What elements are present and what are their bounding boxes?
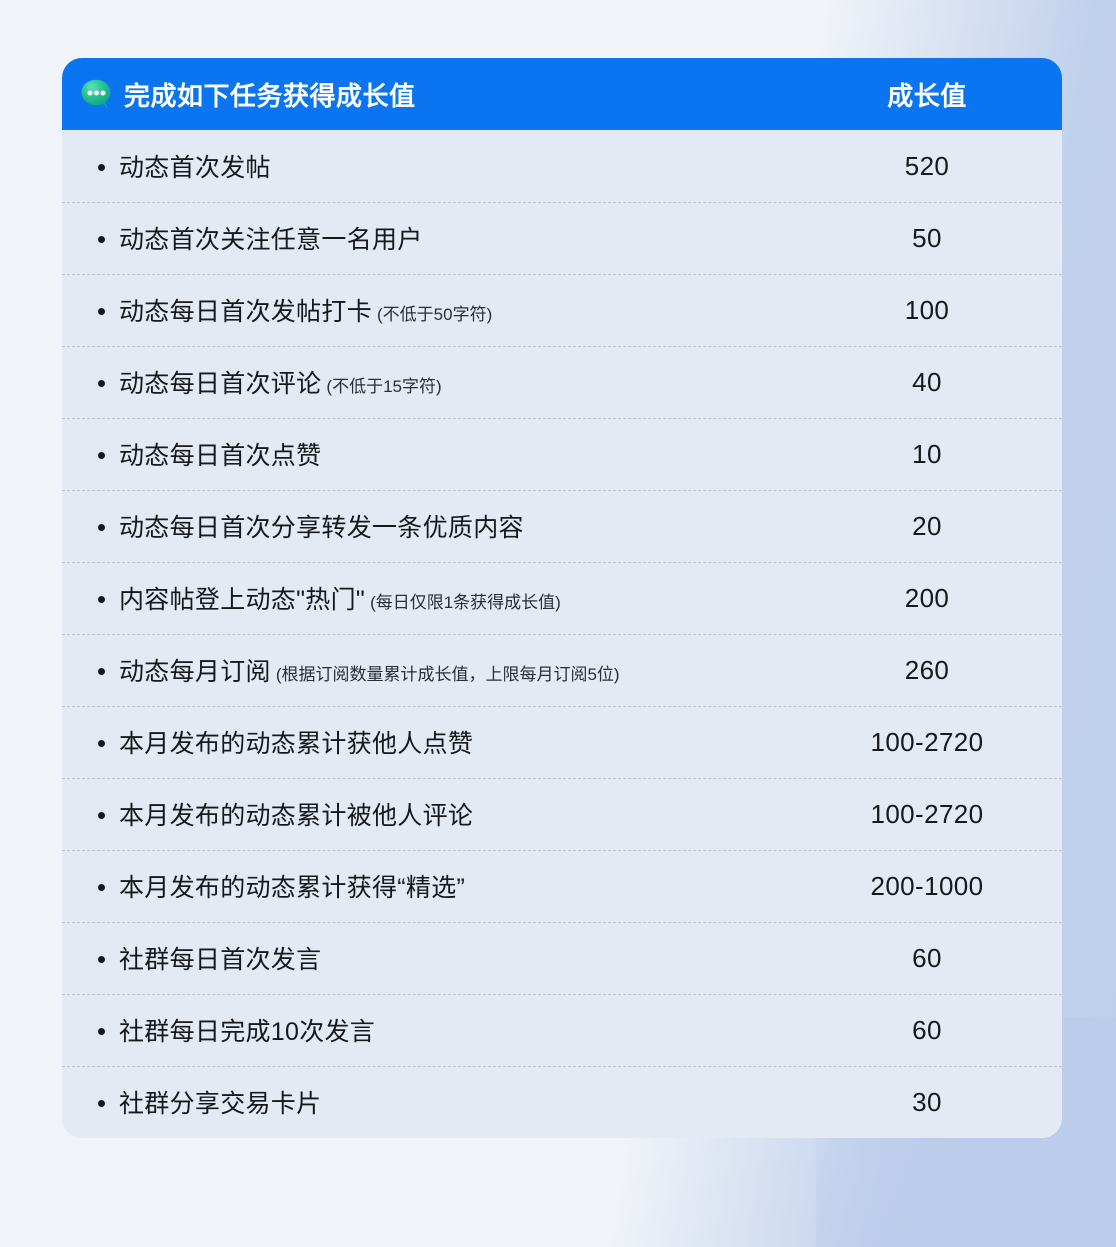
table-row: 动态首次发帖 520 (62, 130, 1062, 202)
bullet-icon (98, 740, 105, 747)
bullet-icon (98, 884, 105, 891)
task-label-cell: 动态首次关注任意一名用户 (62, 220, 792, 256)
table-row: 动态每月订阅 (根据订阅数量累计成长值，上限每月订阅5位) 260 (62, 634, 1062, 706)
table-header-title-group: 完成如下任务获得成长值 (80, 76, 792, 113)
growth-value-cell: 40 (912, 366, 942, 397)
bullet-icon (98, 668, 105, 675)
task-label-cell: 本月发布的动态累计被他人评论 (62, 796, 792, 832)
task-label-text: 本月发布的动态累计获他人点赞 (119, 730, 474, 758)
growth-value-cell: 260 (904, 654, 950, 685)
task-label-note: (不低于15字符) (326, 377, 442, 396)
table-row: 动态每日首次发帖打卡 (不低于50字符) 100 (62, 274, 1062, 346)
growth-value-cell: 520 (904, 150, 950, 181)
bullet-icon (98, 380, 105, 387)
growth-value-cell: 100 (904, 294, 950, 325)
task-label-text: 动态每日首次发帖打卡 (119, 298, 373, 326)
task-label-text: 社群每日完成10次发言 (119, 1018, 376, 1046)
task-label-cell: 社群分享交易卡片 (62, 1084, 792, 1120)
bullet-icon (98, 308, 105, 315)
table-row: 动态每日首次分享转发一条优质内容 20 (62, 490, 1062, 562)
table-row: 社群每日完成10次发言 60 (62, 994, 1062, 1066)
task-label-cell: 动态每月订阅 (根据订阅数量累计成长值，上限每月订阅5位) (62, 652, 792, 688)
bullet-icon (98, 956, 105, 963)
growth-value-task-card: 完成如下任务获得成长值 成长值 动态首次发帖 520 动态首次关注任意一名用户 50 动… (62, 58, 1062, 1138)
task-label-cell: 动态每日首次点赞 (62, 436, 792, 472)
growth-value-cell: 100-2720 (870, 726, 984, 757)
speech-bubble-icon (81, 79, 111, 109)
bullet-icon (98, 164, 105, 171)
bullet-icon (98, 596, 105, 603)
bullet-icon (98, 524, 105, 531)
task-label-cell: 动态首次发帖 (62, 148, 792, 184)
table-row: 本月发布的动态累计被他人评论 100-2720 (62, 778, 1062, 850)
task-label-cell: 本月发布的动态累计获他人点赞 (62, 724, 792, 760)
growth-value-cell: 100-2720 (870, 798, 984, 829)
table-row: 本月发布的动态累计获得“精选” 200-1000 (62, 850, 1062, 922)
task-label-note: (不低于50字符) (377, 305, 493, 324)
bullet-icon (98, 236, 105, 243)
task-label-note: (每日仅限1条获得成长值) (370, 593, 561, 612)
bullet-icon (98, 1100, 105, 1107)
task-label-cell: 动态每日首次发帖打卡 (不低于50字符) (62, 292, 792, 328)
task-label-text: 动态首次发帖 (119, 154, 271, 182)
task-label-text: 动态每日首次分享转发一条优质内容 (119, 514, 524, 542)
table-row: 动态每日首次评论 (不低于15字符) 40 (62, 346, 1062, 418)
task-label-cell: 本月发布的动态累计获得“精选” (62, 868, 792, 904)
table-header-value-column: 成长值 (887, 80, 967, 111)
table-body: 动态首次发帖 520 动态首次关注任意一名用户 50 动态每日首次发帖打卡 (不低于50字… (62, 130, 1062, 1138)
table-row: 社群分享交易卡片 30 (62, 1066, 1062, 1138)
growth-value-cell: 20 (912, 510, 942, 541)
growth-value-cell: 60 (912, 942, 942, 973)
table-row: 本月发布的动态累计获他人点赞 100-2720 (62, 706, 1062, 778)
table-header: 完成如下任务获得成长值 成长值 (62, 58, 1062, 130)
task-label-cell: 动态每日首次评论 (不低于15字符) (62, 364, 792, 400)
growth-value-cell: 30 (912, 1086, 942, 1117)
task-label-text: 动态首次关注任意一名用户 (119, 226, 423, 254)
task-label-cell: 动态每日首次分享转发一条优质内容 (62, 508, 792, 544)
task-label-text: 动态每日首次点赞 (119, 442, 322, 470)
task-label-cell: 社群每日完成10次发言 (62, 1012, 792, 1048)
bullet-icon (98, 452, 105, 459)
growth-value-cell: 200-1000 (870, 870, 984, 901)
table-row: 动态首次关注任意一名用户 50 (62, 202, 1062, 274)
task-label-text: 本月发布的动态累计获得“精选” (119, 874, 466, 902)
growth-value-cell: 50 (912, 222, 942, 253)
bullet-icon (98, 812, 105, 819)
growth-value-cell: 60 (912, 1014, 942, 1045)
task-label-text: 动态每月订阅 (119, 658, 271, 686)
task-label-text: 动态每日首次评论 (119, 370, 322, 398)
task-label-text: 社群分享交易卡片 (119, 1090, 322, 1118)
growth-value-cell: 200 (904, 582, 950, 613)
task-label-note: (根据订阅数量累计成长值，上限每月订阅5位) (275, 665, 620, 684)
table-row: 动态每日首次点赞 10 (62, 418, 1062, 490)
bullet-icon (98, 1028, 105, 1035)
task-label-cell: 内容帖登上动态"热门" (每日仅限1条获得成长值) (62, 580, 792, 616)
task-label-text: 内容帖登上动态"热门" (119, 586, 366, 614)
table-row: 社群每日首次发言 60 (62, 922, 1062, 994)
task-label-text: 社群每日首次发言 (119, 946, 322, 974)
growth-value-cell: 10 (912, 438, 942, 469)
table-row: 内容帖登上动态"热门" (每日仅限1条获得成长值) 200 (62, 562, 1062, 634)
table-header-title: 完成如下任务获得成长值 (124, 80, 416, 111)
task-label-text: 本月发布的动态累计被他人评论 (119, 802, 474, 830)
task-label-cell: 社群每日首次发言 (62, 940, 792, 976)
